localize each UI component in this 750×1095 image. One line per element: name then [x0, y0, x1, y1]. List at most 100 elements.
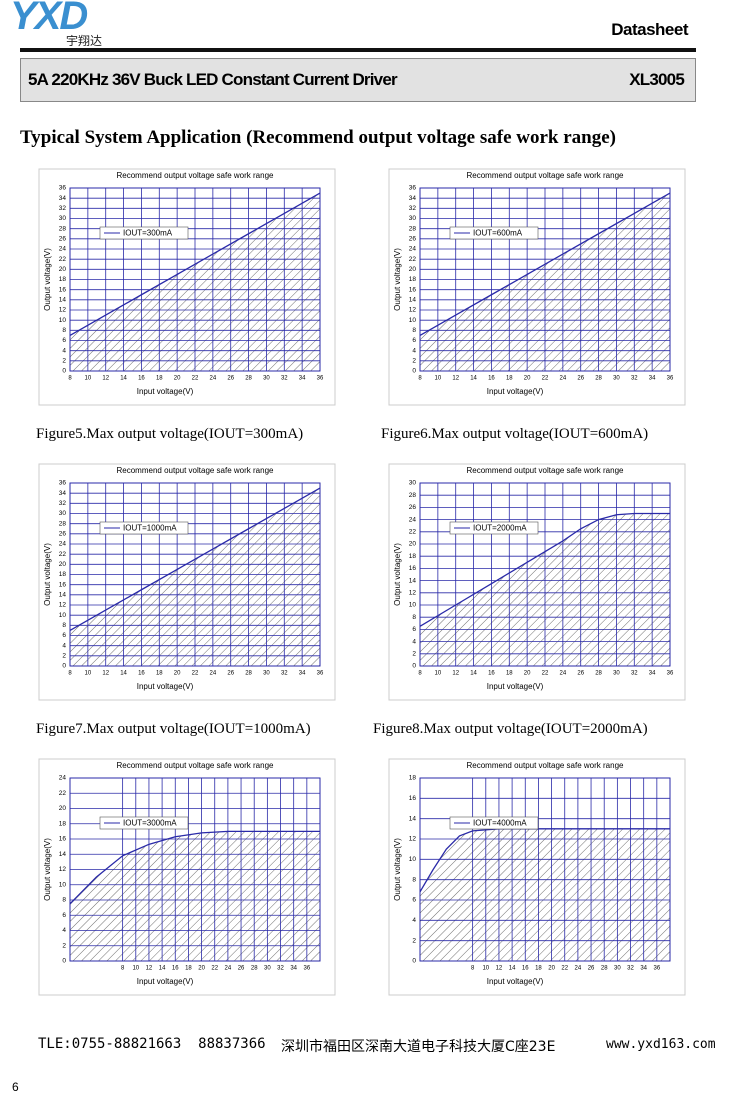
y-tick-label: 24 — [59, 246, 67, 253]
y-tick-label: 2 — [412, 358, 416, 365]
y-tick-label: 12 — [59, 602, 67, 609]
x-tick-label: 36 — [317, 376, 324, 382]
x-tick-label: 20 — [174, 671, 181, 677]
legend-box — [99, 816, 189, 830]
x-tick-label: 22 — [542, 671, 549, 677]
x-tick-label: 32 — [281, 376, 288, 382]
chart: Recommend output voltage safe work range… — [388, 168, 686, 406]
x-tick-label: 24 — [560, 376, 567, 382]
y-tick-label: 28 — [409, 492, 417, 499]
y-tick-label: 0 — [412, 663, 416, 670]
x-tick-label: 34 — [290, 966, 297, 972]
x-axis-label: Input voltage(V) — [137, 977, 194, 986]
chart: Recommend output voltage safe work range… — [38, 758, 336, 996]
x-tick-label: 16 — [522, 966, 529, 972]
y-tick-label: 28 — [59, 225, 67, 232]
y-tick-label: 12 — [59, 307, 67, 314]
y-tick-label: 0 — [412, 958, 416, 965]
y-tick-label: 8 — [412, 876, 416, 883]
y-tick-label: 16 — [59, 286, 67, 293]
y-axis-label: Output voltage(V) — [43, 248, 52, 311]
x-tick-label: 34 — [649, 376, 656, 382]
x-tick-label: 30 — [264, 966, 271, 972]
x-tick-label: 12 — [102, 671, 109, 677]
y-tick-label: 16 — [59, 836, 67, 843]
x-tick-label: 30 — [613, 376, 620, 382]
y-tick-label: 20 — [59, 561, 67, 568]
y-tick-label: 6 — [412, 626, 416, 633]
x-axis-label: Input voltage(V) — [487, 682, 544, 691]
x-tick-label: 28 — [601, 966, 608, 972]
y-tick-label: 4 — [62, 927, 66, 934]
y-tick-label: 8 — [412, 614, 416, 621]
chart: Recommend output voltage safe work range… — [388, 463, 686, 701]
x-tick-label: 26 — [238, 966, 245, 972]
chart-title: Recommend output voltage safe work range — [467, 171, 625, 180]
y-tick-label: 22 — [409, 529, 417, 536]
y-tick-label: 24 — [59, 541, 67, 548]
x-tick-label: 10 — [85, 671, 92, 677]
y-tick-label: 22 — [59, 256, 67, 263]
y-tick-label: 4 — [62, 347, 66, 354]
doc-type: Datasheet — [611, 20, 688, 39]
legend-label: IOUT=2000mA — [473, 524, 527, 533]
y-tick-label: 8 — [412, 327, 416, 334]
y-tick-label: 4 — [62, 642, 66, 649]
chart-title: Recommend output voltage safe work range — [117, 761, 275, 770]
x-tick-label: 16 — [138, 376, 145, 382]
x-tick-label: 10 — [482, 966, 489, 972]
y-tick-label: 8 — [62, 897, 66, 904]
y-tick-label: 10 — [409, 856, 417, 863]
y-tick-label: 14 — [409, 815, 417, 822]
x-tick-label: 26 — [588, 966, 595, 972]
x-tick-label: 30 — [613, 671, 620, 677]
x-tick-label: 34 — [299, 671, 306, 677]
x-tick-label: 10 — [435, 376, 442, 382]
y-tick-label: 10 — [59, 612, 67, 619]
y-tick-label: 6 — [62, 337, 66, 344]
x-tick-label: 14 — [470, 671, 477, 677]
y-tick-label: 30 — [59, 215, 67, 222]
y-tick-label: 14 — [59, 592, 67, 599]
chart: Recommend output voltage safe work range… — [38, 463, 336, 701]
chart-frame — [388, 168, 686, 406]
x-tick-label: 24 — [575, 966, 582, 972]
y-tick-label: 10 — [59, 317, 67, 324]
x-tick-label: 10 — [85, 376, 92, 382]
x-tick-label: 12 — [452, 671, 459, 677]
y-tick-label: 36 — [409, 185, 417, 192]
x-axis-label: Input voltage(V) — [487, 387, 544, 396]
rule — [20, 48, 696, 52]
y-tick-label: 8 — [62, 327, 66, 334]
y-tick-label: 18 — [409, 276, 417, 283]
y-tick-label: 8 — [62, 622, 66, 629]
x-tick-label: 22 — [192, 671, 199, 677]
x-tick-label: 36 — [317, 671, 324, 677]
x-tick-label: 14 — [509, 966, 516, 972]
chart: Recommend output voltage safe work range… — [388, 758, 686, 996]
y-tick-label: 32 — [409, 205, 417, 212]
legend-box — [449, 521, 539, 535]
chart-frame — [388, 463, 686, 701]
y-tick-label: 14 — [409, 297, 417, 304]
y-tick-label: 16 — [409, 286, 417, 293]
y-tick-label: 36 — [59, 185, 67, 192]
y-tick-label: 14 — [409, 577, 417, 584]
y-tick-label: 18 — [59, 820, 67, 827]
y-tick-label: 26 — [409, 504, 417, 511]
chart-title: Recommend output voltage safe work range — [467, 761, 625, 770]
x-tick-label: 22 — [192, 376, 199, 382]
y-tick-label: 16 — [59, 581, 67, 588]
x-tick-label: 18 — [506, 671, 513, 677]
series-line — [69, 192, 321, 336]
y-tick-label: 22 — [59, 551, 67, 558]
x-tick-label: 28 — [245, 376, 252, 382]
x-tick-label: 28 — [245, 671, 252, 677]
y-axis-label: Output voltage(V) — [43, 838, 52, 901]
chart-frame — [388, 758, 686, 996]
chart-frame — [38, 168, 336, 406]
x-tick-label: 8 — [121, 966, 125, 972]
safe-area — [70, 831, 320, 961]
x-axis-label: Input voltage(V) — [137, 682, 194, 691]
x-tick-label: 22 — [542, 376, 549, 382]
